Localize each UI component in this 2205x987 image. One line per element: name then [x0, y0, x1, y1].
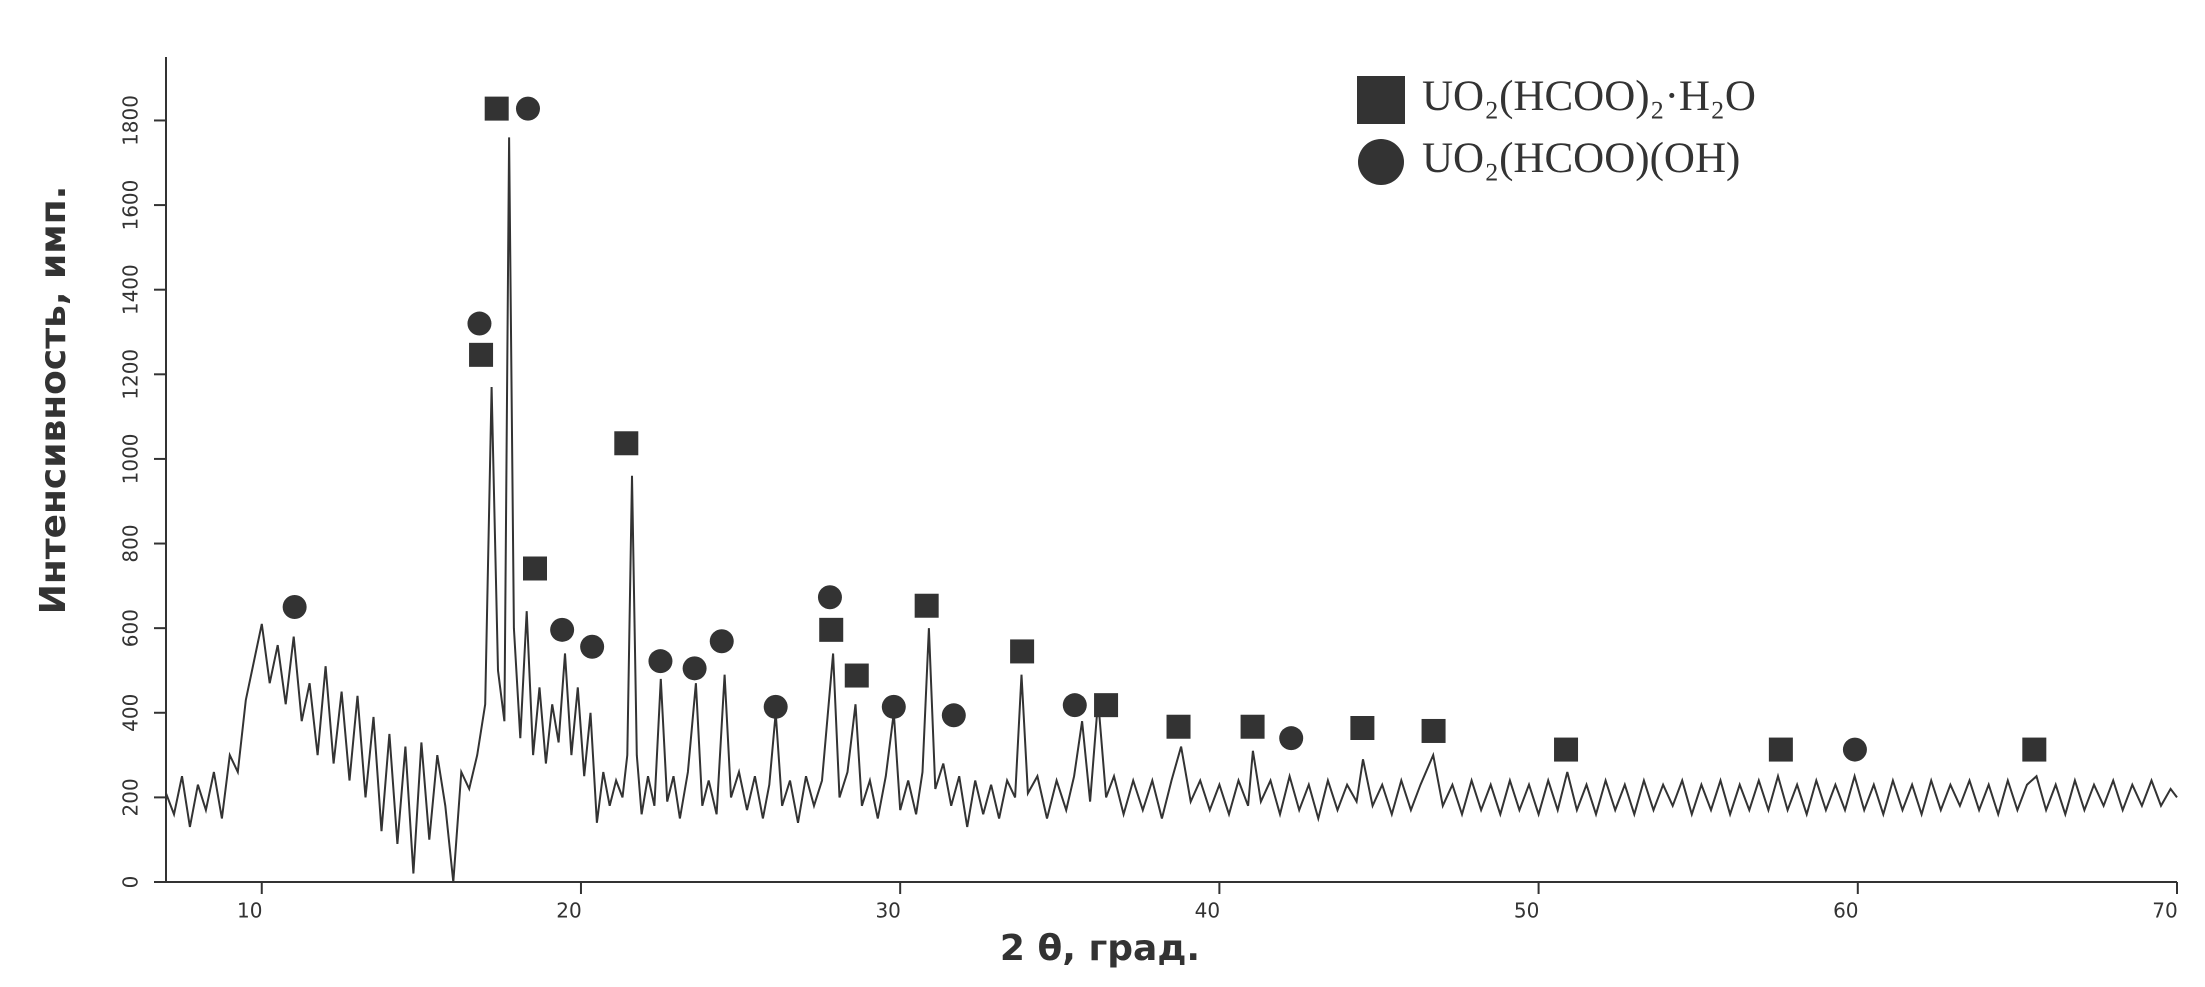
phase-marker: [844, 663, 869, 688]
phase-marker: [1279, 726, 1304, 751]
phase-marker: [1240, 714, 1265, 739]
y-tick-label: 400: [119, 694, 143, 732]
phase-marker: [467, 311, 492, 336]
phase-marker: [1062, 693, 1087, 718]
phase-marker: [1010, 639, 1035, 664]
phase-marker: [763, 694, 788, 719]
y-tick-label: 0: [119, 876, 143, 889]
phase-marker: [515, 96, 540, 121]
phase-marker: [709, 629, 734, 654]
x-tick-label: 50: [1514, 899, 1539, 923]
legend-symbol: [1358, 139, 1404, 185]
y-tick-label: 1800: [119, 95, 143, 146]
phase-marker: [1842, 737, 1867, 762]
x-tick-label: 70: [2152, 899, 2177, 923]
phase-marker: [580, 634, 605, 659]
phase-marker: [1094, 693, 1119, 718]
phase-marker: [648, 649, 673, 674]
diffraction-line: [165, 137, 2178, 883]
phase-marker: [614, 431, 639, 456]
phase-marker: [523, 556, 548, 581]
phase-marker: [1350, 716, 1375, 740]
y-tick-label: 1200: [119, 349, 143, 400]
phase-marker: [819, 617, 844, 642]
y-tick-label: 600: [119, 609, 143, 647]
phase-marker: [817, 585, 842, 610]
y-axis-label: Интенсивность, имп.: [33, 186, 74, 614]
x-axis-label: 2 θ, град.: [1000, 928, 1200, 969]
phase-marker: [2022, 737, 2047, 762]
x-tick-label: 60: [1833, 899, 1858, 923]
legend-label: UO₂(HCOO)(OH): [1422, 135, 1740, 182]
phase-marker: [682, 656, 707, 681]
y-tick-label: 1400: [119, 264, 143, 315]
phase-marker: [550, 617, 575, 642]
phase-marker: [1421, 718, 1446, 743]
y-tick-label: 200: [119, 778, 143, 816]
legend-symbol: [1357, 76, 1405, 124]
phase-marker: [1166, 714, 1191, 739]
legend-label: UO₂(HCOO)₂·H₂O: [1422, 73, 1756, 120]
phase-marker: [484, 96, 509, 121]
x-tick-label: 40: [1195, 899, 1220, 923]
phase-marker: [881, 694, 906, 719]
y-tick-label: 800: [119, 524, 143, 562]
x-tick-label: 30: [875, 899, 900, 923]
phase-marker: [1768, 737, 1793, 762]
phase-marker: [914, 593, 939, 618]
y-tick-label: 1000: [119, 433, 143, 484]
y-tick-label: 1600: [119, 180, 143, 231]
phase-marker: [469, 342, 494, 367]
x-tick-label: 10: [237, 899, 262, 923]
x-tick-label: 20: [556, 899, 581, 923]
phase-marker: [1554, 737, 1579, 762]
phase-marker: [941, 703, 966, 728]
phase-marker: [282, 595, 307, 619]
